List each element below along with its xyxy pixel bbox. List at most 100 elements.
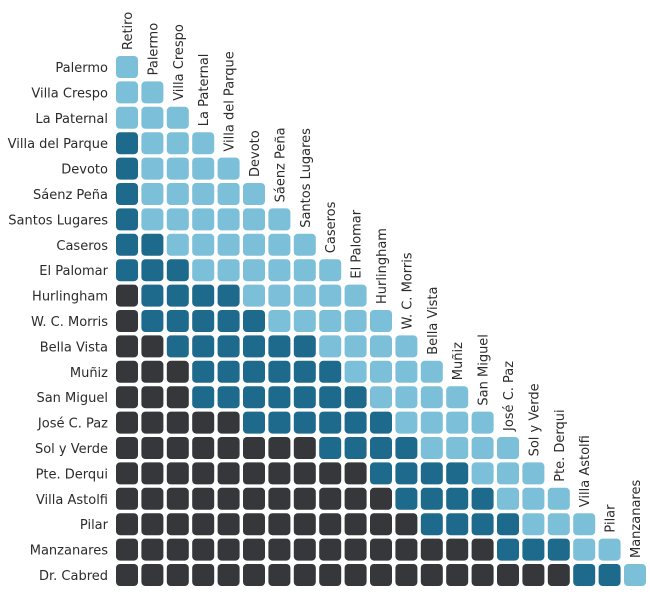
cell-pte-derqui-saenz-pena bbox=[268, 462, 291, 485]
cell-w-c-morris-saenz-pena bbox=[268, 310, 291, 332]
cell-dr-cabred-w-c-morris bbox=[395, 564, 418, 586]
row-label-bella-vista: Bella Vista bbox=[40, 340, 108, 355]
cell-w-c-morris-villa-del-parque bbox=[217, 310, 240, 332]
cell-pilar-hurlingham bbox=[370, 513, 392, 536]
cell-villa-del-parque-retiro bbox=[116, 132, 138, 155]
cell-villa-astolfi-bella-vista bbox=[420, 487, 443, 510]
cell-hurlingham-villa-del-parque bbox=[217, 284, 240, 307]
cell-manzanares-caseros bbox=[319, 538, 342, 561]
cell-manzanares-villa-crespo bbox=[166, 538, 189, 561]
cell-pte-derqui-san-miguel bbox=[471, 462, 494, 485]
cell-muniz-bella-vista bbox=[420, 360, 443, 383]
cell-pilar-villa-crespo bbox=[166, 513, 189, 536]
cell-pilar-saenz-pena bbox=[268, 513, 291, 536]
column-label-retiro: Retiro bbox=[121, 12, 136, 50]
cell-pilar-muniz bbox=[446, 513, 469, 536]
cell-sol-y-verde-bella-vista bbox=[420, 437, 443, 459]
cell-bella-vista-retiro bbox=[116, 335, 138, 358]
cell-jose-c-paz-retiro bbox=[116, 411, 138, 434]
cell-pilar-bella-vista bbox=[420, 513, 443, 536]
column-label-villa-crespo: Villa Crespo bbox=[172, 24, 187, 101]
cell-pilar-villa-del-parque bbox=[217, 513, 240, 536]
cell-villa-del-parque-la-paternal bbox=[192, 132, 215, 155]
row-label-muniz: Muñiz bbox=[70, 366, 108, 381]
cell-villa-del-parque-villa-crespo bbox=[166, 132, 189, 155]
cell-pilar-palermo bbox=[141, 513, 164, 536]
cell-jose-c-paz-hurlingham bbox=[370, 411, 392, 434]
cell-dr-cabred-pte-derqui bbox=[547, 564, 570, 586]
column-label-villa-del-parque: Villa del Parque bbox=[223, 51, 238, 151]
column-label-caseros: Caseros bbox=[324, 201, 339, 253]
cell-dr-cabred-caseros bbox=[319, 564, 342, 586]
cell-caseros-saenz-pena bbox=[268, 233, 291, 256]
cell-pilar-el-palomar bbox=[344, 513, 367, 536]
cell-palermo-retiro bbox=[116, 56, 138, 78]
cell-la-paternal-villa-crespo bbox=[166, 106, 189, 129]
cell-w-c-morris-palermo bbox=[141, 310, 164, 332]
cell-villa-astolfi-w-c-morris bbox=[395, 487, 418, 510]
cell-bella-vista-palermo bbox=[141, 335, 164, 358]
cell-sol-y-verde-devoto bbox=[243, 437, 265, 459]
cell-dr-cabred-villa-astolfi bbox=[573, 564, 596, 586]
row-label-el-palomar: El Palomar bbox=[39, 264, 108, 279]
cell-sol-y-verde-muniz bbox=[446, 437, 469, 459]
cell-dr-cabred-hurlingham bbox=[370, 564, 392, 586]
cell-santos-lugares-saenz-pena bbox=[268, 208, 291, 231]
cell-hurlingham-villa-crespo bbox=[166, 284, 189, 307]
cell-pte-derqui-jose-c-paz bbox=[497, 462, 519, 485]
cell-manzanares-el-palomar bbox=[344, 538, 367, 561]
cell-villa-del-parque-palermo bbox=[141, 132, 164, 155]
cell-sol-y-verde-palermo bbox=[141, 437, 164, 459]
cell-pte-derqui-bella-vista bbox=[420, 462, 443, 485]
cell-villa-astolfi-la-paternal bbox=[192, 487, 215, 510]
cell-pilar-jose-c-paz bbox=[497, 513, 519, 536]
cell-santos-lugares-la-paternal bbox=[192, 208, 215, 231]
cell-manzanares-la-paternal bbox=[192, 538, 215, 561]
cell-devoto-villa-del-parque bbox=[217, 157, 240, 180]
cell-pte-derqui-w-c-morris bbox=[395, 462, 418, 485]
cell-sol-y-verde-villa-crespo bbox=[166, 437, 189, 459]
cell-bella-vista-el-palomar bbox=[344, 335, 367, 358]
cell-san-miguel-saenz-pena bbox=[268, 386, 291, 409]
cell-w-c-morris-la-paternal bbox=[192, 310, 215, 332]
cell-sol-y-verde-villa-del-parque bbox=[217, 437, 240, 459]
cell-el-palomar-caseros bbox=[319, 259, 342, 282]
column-label-saenz-pena: Sáenz Peña bbox=[273, 127, 288, 202]
cell-el-palomar-palermo bbox=[141, 259, 164, 282]
cell-bella-vista-devoto bbox=[243, 335, 265, 358]
row-label-palermo: Palermo bbox=[55, 61, 108, 76]
cell-jose-c-paz-la-paternal bbox=[192, 411, 215, 434]
cell-san-miguel-santos-lugares bbox=[293, 386, 316, 409]
cell-el-palomar-santos-lugares bbox=[293, 259, 316, 282]
cell-saenz-pena-villa-del-parque bbox=[217, 183, 240, 205]
cell-dr-cabred-sol-y-verde bbox=[522, 564, 545, 586]
cell-caseros-retiro bbox=[116, 233, 138, 256]
cell-caseros-villa-crespo bbox=[166, 233, 189, 256]
cell-saenz-pena-palermo bbox=[141, 183, 164, 205]
cell-muniz-santos-lugares bbox=[293, 360, 316, 383]
cell-manzanares-muniz bbox=[446, 538, 469, 561]
cell-dr-cabred-manzanares bbox=[624, 564, 646, 586]
cell-el-palomar-saenz-pena bbox=[268, 259, 291, 282]
cell-saenz-pena-devoto bbox=[243, 183, 265, 205]
row-label-pilar: Pilar bbox=[80, 518, 109, 533]
cell-pilar-santos-lugares bbox=[293, 513, 316, 536]
cell-muniz-hurlingham bbox=[370, 360, 392, 383]
cell-hurlingham-santos-lugares bbox=[293, 284, 316, 307]
cell-pilar-caseros bbox=[319, 513, 342, 536]
cell-muniz-saenz-pena bbox=[268, 360, 291, 383]
cell-sol-y-verde-jose-c-paz bbox=[497, 437, 519, 459]
cell-santos-lugares-palermo bbox=[141, 208, 164, 231]
cell-pte-derqui-el-palomar bbox=[344, 462, 367, 485]
cell-manzanares-jose-c-paz bbox=[497, 538, 519, 561]
cell-villa-astolfi-villa-crespo bbox=[166, 487, 189, 510]
cell-pte-derqui-devoto bbox=[243, 462, 265, 485]
cell-jose-c-paz-w-c-morris bbox=[395, 411, 418, 434]
cell-hurlingham-caseros bbox=[319, 284, 342, 307]
cell-devoto-la-paternal bbox=[192, 157, 215, 180]
cell-devoto-villa-crespo bbox=[166, 157, 189, 180]
cell-santos-lugares-villa-del-parque bbox=[217, 208, 240, 231]
cell-muniz-la-paternal bbox=[192, 360, 215, 383]
cell-manzanares-hurlingham bbox=[370, 538, 392, 561]
